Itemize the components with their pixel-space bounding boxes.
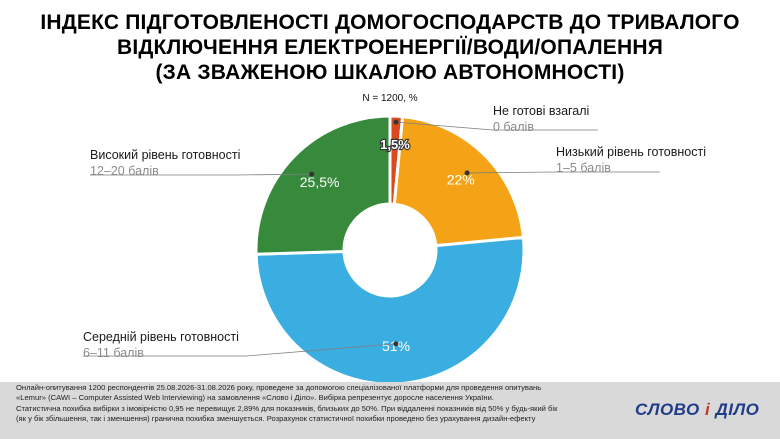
leader-dot-not-ready: [393, 119, 399, 125]
category-name: Не готові взагалі: [493, 104, 590, 118]
category-label-high: Високий рівень готовності 12–20 балів: [90, 147, 240, 179]
footer-bar: [0, 382, 780, 439]
sample-size-label: N = 1200, %: [362, 93, 418, 104]
title-line-1: ІНДЕКС ПІДГОТОВЛЕНОСТІ ДОМОГОСПОДАРСТВ Д…: [40, 11, 740, 34]
footnote-line: (як у бік збільшення, так і зменшення) г…: [16, 414, 536, 424]
leader-line-not-ready: [395, 121, 598, 131]
category-name: Високий рівень готовності: [90, 148, 241, 162]
data-label-high: 25,5%: [300, 174, 340, 190]
methodology-footnote: Онлайн-опитування 1200 респондентів 25.0…: [16, 383, 616, 425]
footnote-line: Статистична похибка вибірки з імовірніст…: [16, 403, 558, 413]
category-score: 12–20 балів: [90, 164, 159, 178]
leader-line-low: [467, 171, 660, 174]
data-label-not-ready: 1,5%: [380, 137, 410, 152]
title-line-3: (ЗА ЗВАЖЕНОЮ ШКАЛОЮ АВТОНОМНОСТІ): [155, 61, 625, 84]
category-name: Низький рівень готовності: [556, 145, 706, 159]
category-label-not-ready: Не готові взагалі 0 балів: [493, 103, 589, 135]
category-label-low: Низький рівень готовності 1–5 балів: [556, 144, 706, 176]
data-label-low: 22%: [447, 171, 475, 187]
category-label-medium: Середній рівень готовності 6–11 балів: [83, 329, 239, 361]
footnote-line: «Lemur» (CAWI – Computer Assisted Web In…: [16, 393, 494, 403]
leader-dot-high: [309, 171, 315, 177]
brand-logo: СЛОВО і ДІЛО: [635, 400, 760, 419]
title-line-2: ВІДКЛЮЧЕННЯ ЕЛЕКТРОЕНЕРГІЇ/ВОДИ/ОПАЛЕННЯ: [116, 36, 664, 59]
category-score: 1–5 балів: [556, 161, 611, 175]
category-score: 6–11 балів: [83, 346, 144, 360]
footnote-line: Онлайн-опитування 1200 респондентів 25.0…: [16, 383, 542, 392]
donut-chart: 1,5%22%51%25,5%: [83, 114, 660, 382]
leader-line-high: [90, 173, 312, 176]
category-score: 0 балів: [493, 120, 534, 134]
chart-title: ІНДЕКС ПІДГОТОВЛЕНОСТІ ДОМОГОСПОДАРСТВ Д…: [0, 10, 780, 85]
leader-line-medium: [83, 343, 396, 357]
category-name: Середній рівень готовності: [83, 330, 239, 344]
donut-slice-high: [254, 114, 392, 256]
leader-dot-low: [464, 170, 470, 176]
donut-slice-low: [392, 114, 526, 248]
donut-slice-medium: [254, 235, 526, 382]
leader-dot-medium: [393, 341, 399, 347]
